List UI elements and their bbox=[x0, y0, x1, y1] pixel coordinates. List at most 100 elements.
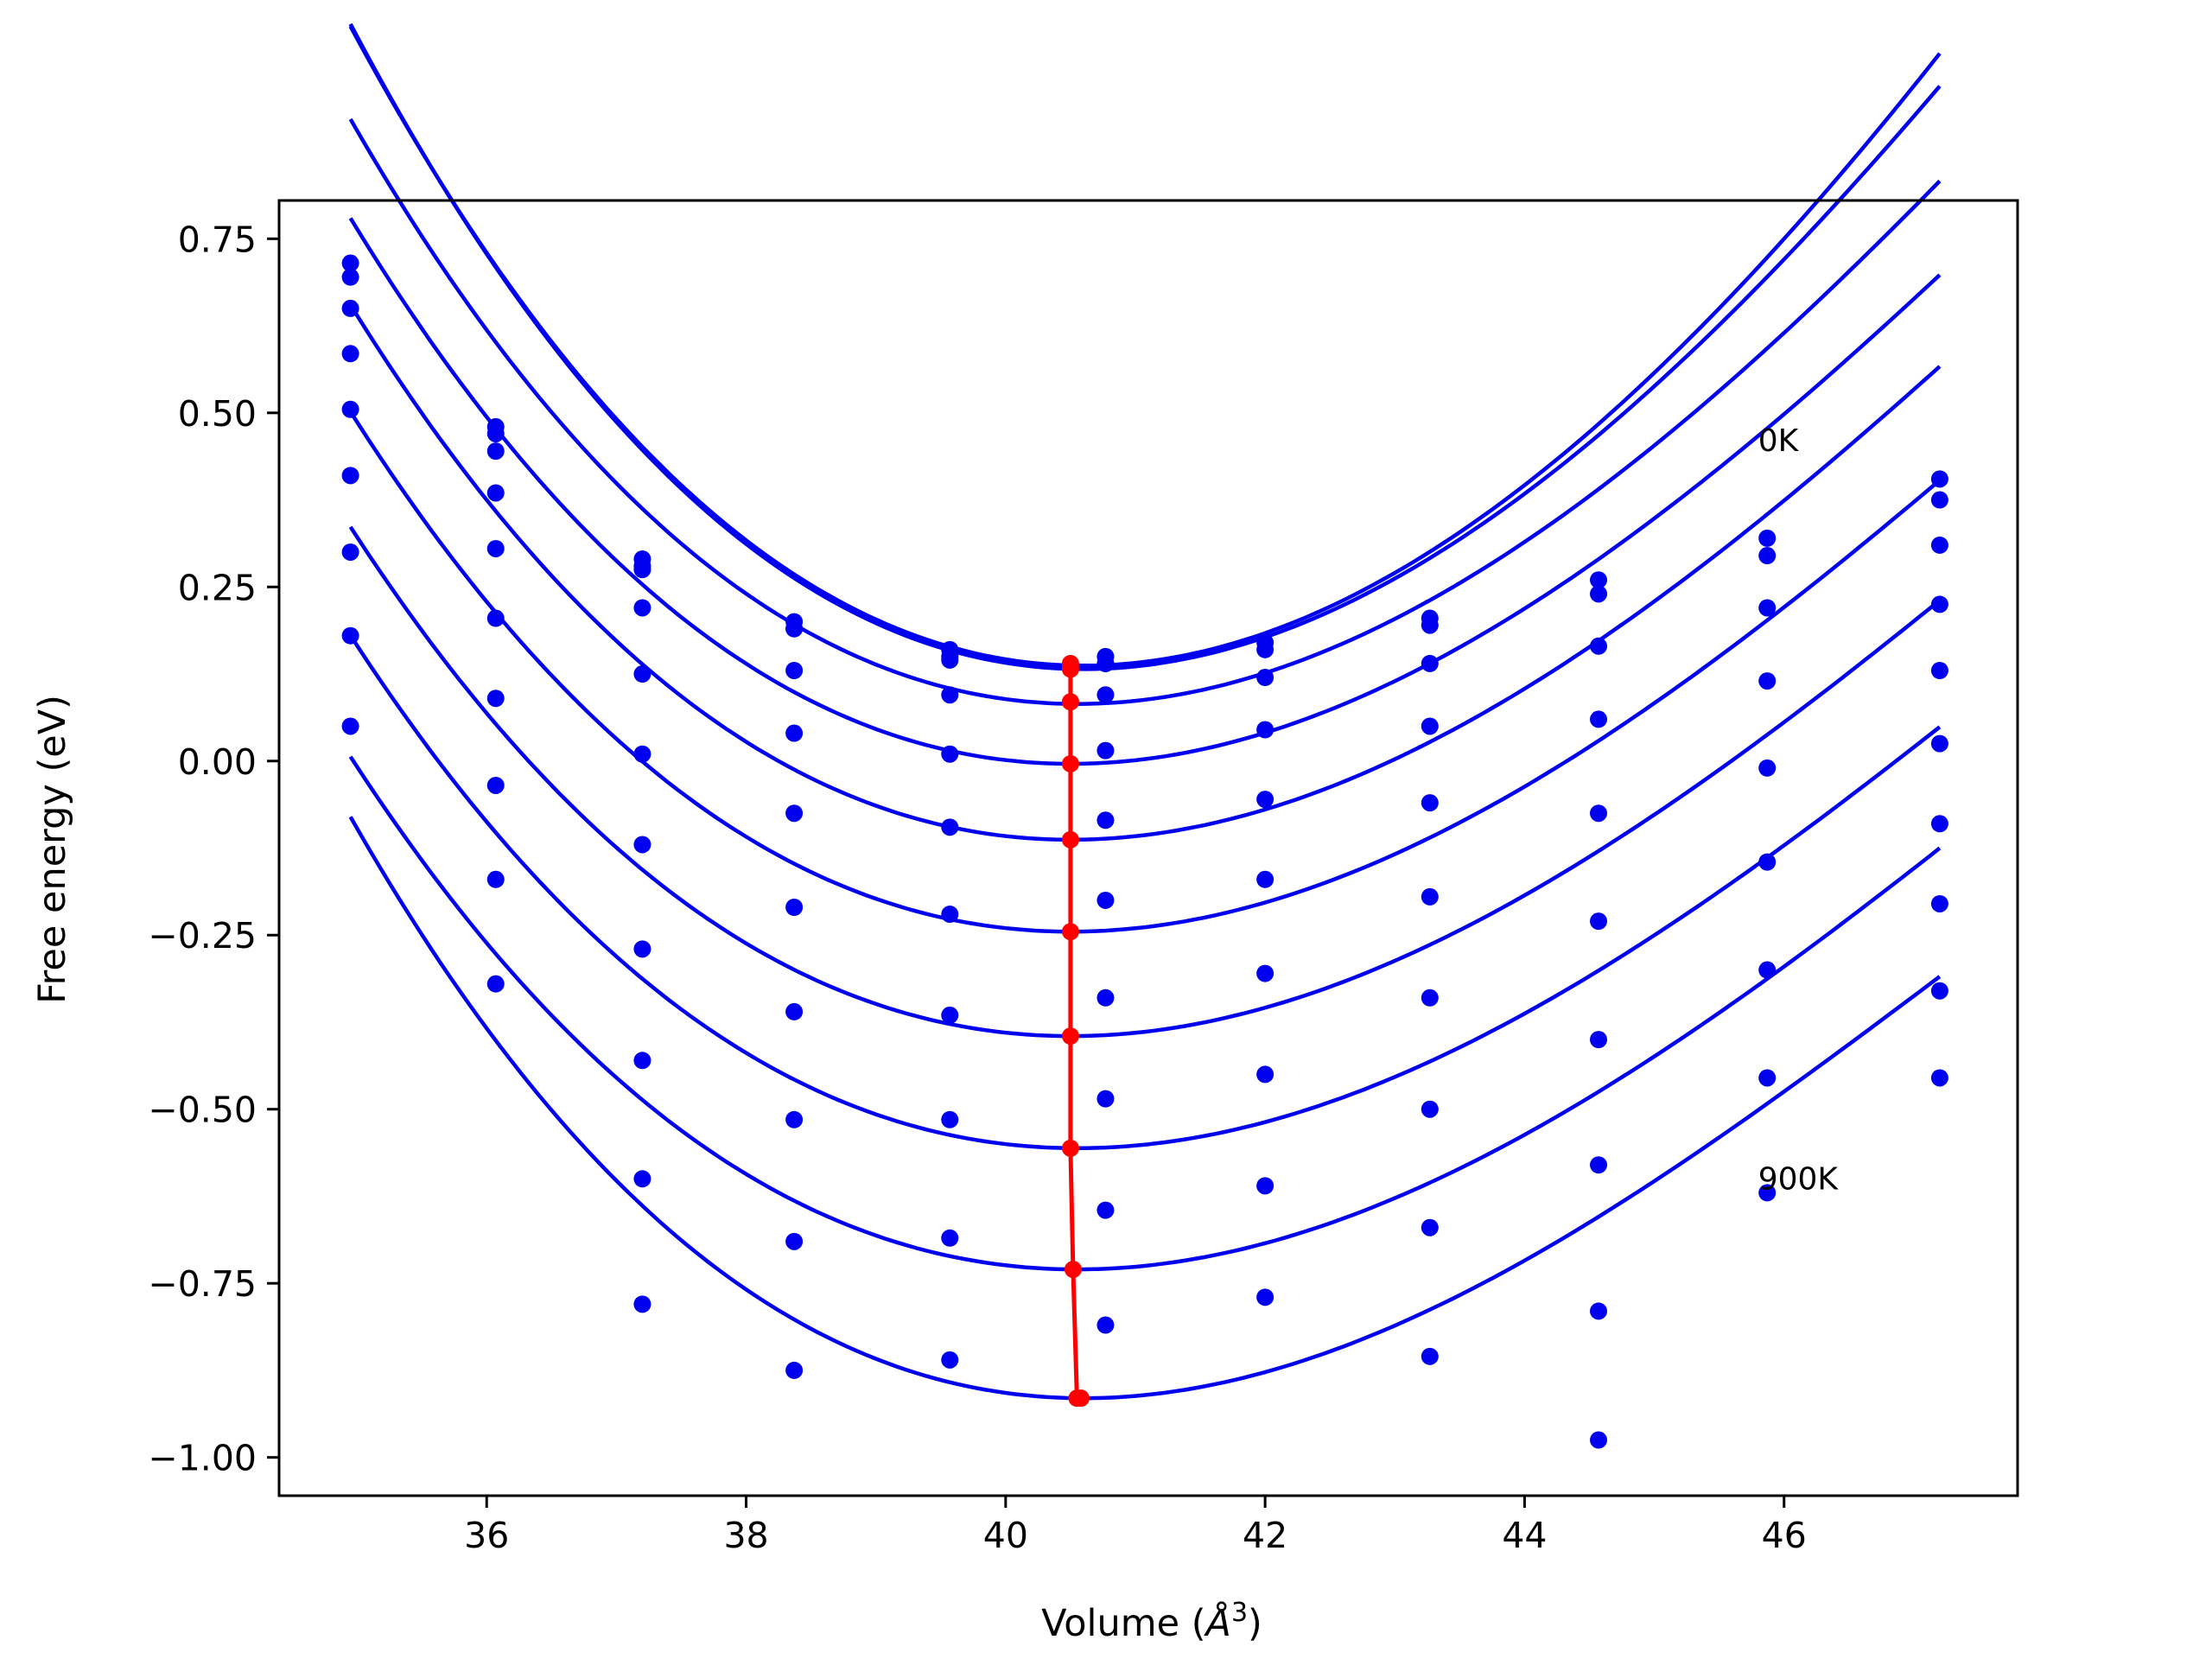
data-point bbox=[785, 661, 804, 679]
data-point bbox=[341, 254, 359, 272]
data-point bbox=[1758, 1069, 1777, 1087]
data-point bbox=[1930, 595, 1948, 613]
x-axis-label-close: ) bbox=[1248, 1602, 1262, 1645]
x-axis-ticks: 36 38 40 42 44 46 bbox=[464, 1496, 1807, 1556]
data-point bbox=[1758, 672, 1777, 690]
data-point bbox=[1930, 491, 1948, 509]
data-point bbox=[633, 745, 652, 763]
data-point bbox=[1758, 961, 1777, 979]
minimum-point bbox=[1061, 923, 1079, 941]
data-point bbox=[1256, 791, 1274, 809]
data-point bbox=[1256, 964, 1274, 982]
data-point bbox=[1590, 1302, 1608, 1320]
data-point bbox=[1256, 1177, 1274, 1195]
x-tick-label: 40 bbox=[983, 1515, 1028, 1556]
data-point bbox=[341, 467, 359, 485]
data-point bbox=[341, 543, 359, 561]
x-axis-label: Volume (Å3) bbox=[1041, 1598, 1262, 1646]
x-axis-label-exponent: 3 bbox=[1231, 1598, 1248, 1628]
y-tick-label: −1.00 bbox=[148, 1438, 257, 1479]
data-point bbox=[1096, 811, 1115, 830]
data-point bbox=[341, 626, 359, 645]
data-point bbox=[1096, 686, 1115, 704]
data-point bbox=[486, 609, 505, 627]
y-axis-ticks: 0.75 0.50 0.25 0.00 −0.25 −0.50 −0.75 −1.00 bbox=[148, 219, 279, 1479]
data-point bbox=[941, 651, 959, 669]
data-point bbox=[1590, 571, 1608, 589]
data-point bbox=[1590, 912, 1608, 931]
fit-curve-6 bbox=[348, 525, 1942, 1039]
data-point bbox=[1930, 661, 1948, 679]
x-tick-label: 46 bbox=[1762, 1515, 1807, 1556]
data-point bbox=[1758, 759, 1777, 777]
fit-curve-4 bbox=[348, 303, 1942, 842]
minimum-point bbox=[1061, 693, 1079, 711]
data-point bbox=[1256, 669, 1274, 687]
y-axis-label: Free energy (eV) bbox=[31, 695, 74, 1004]
data-point bbox=[341, 345, 359, 363]
data-point bbox=[633, 1170, 652, 1188]
data-point bbox=[1758, 599, 1777, 617]
data-point bbox=[1590, 804, 1608, 823]
data-point bbox=[1421, 887, 1439, 906]
data-point bbox=[1930, 894, 1948, 912]
data-point bbox=[1421, 1347, 1439, 1365]
data-point bbox=[1096, 988, 1115, 1007]
minimum-point bbox=[1061, 660, 1079, 678]
data-point bbox=[341, 717, 359, 735]
data-point bbox=[1590, 710, 1608, 728]
fit-curve-1 bbox=[348, 22, 1942, 671]
data-point bbox=[785, 1110, 804, 1128]
minimum-point bbox=[1061, 1139, 1079, 1157]
data-point bbox=[785, 1232, 804, 1250]
data-point bbox=[941, 818, 959, 836]
x-tick-label: 42 bbox=[1243, 1515, 1287, 1556]
x-axis-label-text: Volume ( bbox=[1041, 1602, 1205, 1645]
data-point bbox=[486, 424, 505, 442]
annotation-label: 900K bbox=[1758, 1161, 1840, 1197]
data-point bbox=[941, 906, 959, 924]
data-point bbox=[633, 665, 652, 683]
data-point bbox=[1096, 654, 1115, 672]
data-point bbox=[633, 1295, 652, 1313]
data-point bbox=[1590, 585, 1608, 603]
data-point bbox=[1256, 721, 1274, 739]
plot-frame bbox=[277, 199, 2019, 1497]
annotations: 0K 900K bbox=[1758, 423, 1840, 1197]
fit-curve-7 bbox=[348, 634, 1942, 1151]
data-point bbox=[486, 442, 505, 461]
x-tick-label: 36 bbox=[464, 1515, 509, 1556]
y-tick-label: 0.25 bbox=[178, 567, 257, 608]
data-point bbox=[1590, 1156, 1608, 1174]
data-point bbox=[1590, 1431, 1608, 1449]
annotation-label: 0K bbox=[1758, 423, 1800, 459]
minimum-point bbox=[1064, 1261, 1082, 1279]
data-point bbox=[941, 745, 959, 763]
data-points bbox=[341, 254, 1948, 1449]
data-point bbox=[1590, 1031, 1608, 1049]
y-tick-label: −0.25 bbox=[148, 915, 257, 957]
data-point bbox=[1758, 529, 1777, 547]
data-point bbox=[1256, 1065, 1274, 1084]
minimum-point bbox=[1061, 830, 1079, 849]
data-point bbox=[486, 690, 505, 708]
data-point bbox=[941, 1351, 959, 1369]
data-point bbox=[785, 804, 804, 823]
data-point bbox=[785, 1361, 804, 1379]
data-point bbox=[633, 940, 652, 958]
data-point bbox=[1758, 547, 1777, 565]
y-tick-label: 0.50 bbox=[178, 393, 257, 435]
minimum-point bbox=[1061, 754, 1079, 772]
data-point bbox=[941, 686, 959, 704]
data-point bbox=[341, 400, 359, 418]
fit-curves bbox=[348, 22, 1942, 1401]
data-point bbox=[1096, 1316, 1115, 1334]
minimum-path bbox=[1061, 654, 1090, 1408]
data-point bbox=[785, 1002, 804, 1020]
data-point bbox=[785, 899, 804, 917]
fit-curve-0 bbox=[348, 25, 1942, 668]
data-point bbox=[633, 561, 652, 579]
minimum-point bbox=[1071, 1389, 1090, 1408]
data-point bbox=[633, 1052, 652, 1070]
